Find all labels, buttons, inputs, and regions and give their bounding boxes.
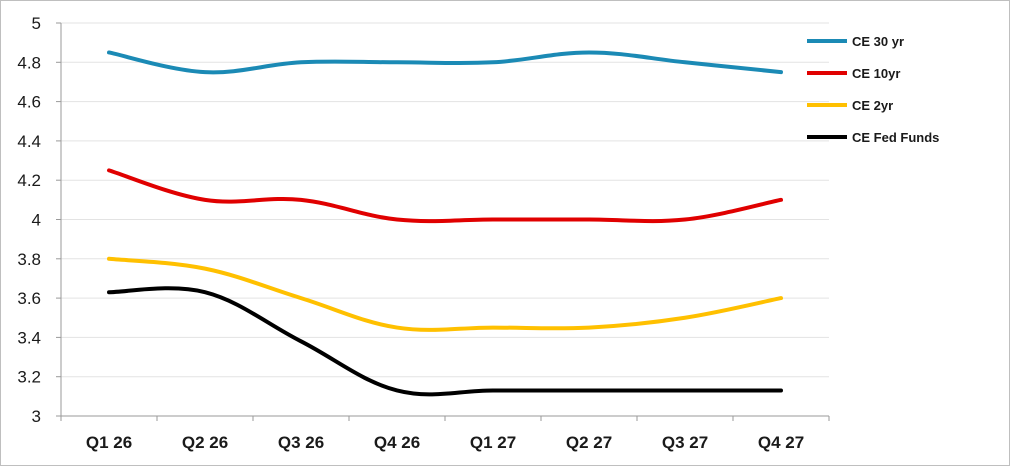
y-tick-label: 5: [32, 14, 41, 33]
legend-label: CE 30 yr: [852, 34, 904, 49]
x-tick-label: Q3 26: [278, 433, 324, 452]
y-tick-label: 3: [32, 407, 41, 426]
legend-label: CE 10yr: [852, 66, 900, 81]
series-lines: [107, 50, 783, 397]
y-tick-label: 3.8: [17, 250, 41, 269]
y-tick-label: 4.8: [17, 53, 41, 72]
y-tick-label: 3.6: [17, 289, 41, 308]
y-tick-label: 4.6: [17, 93, 41, 112]
x-tick-label: Q1 26: [86, 433, 132, 452]
legend-label: CE 2yr: [852, 98, 893, 113]
x-tick-labels: Q1 26 Q2 26 Q3 26 Q4 26 Q1 27 Q2 27 Q3 27 Q4 27: [86, 433, 804, 452]
gridlines: [61, 22, 829, 378]
x-tick-label: Q4 26: [374, 433, 420, 452]
series-line-0: [107, 50, 783, 75]
y-tick-label: 4: [32, 211, 41, 230]
x-tick-label: Q2 26: [182, 433, 228, 452]
axes: [56, 22, 830, 421]
legend: CE 30 yr CE 10yr CE 2yr CE Fed Funds: [807, 34, 939, 145]
x-tick-label: Q3 27: [662, 433, 708, 452]
x-tick-label: Q4 27: [758, 433, 804, 452]
y-tick-label: 4.4: [17, 132, 41, 151]
y-tick-label: 3.2: [17, 368, 41, 387]
x-tick-label: Q2 27: [566, 433, 612, 452]
series-line-3: [107, 286, 783, 397]
y-tick-label: 4.2: [17, 171, 41, 190]
legend-label: CE Fed Funds: [852, 130, 939, 145]
x-tick-label: Q1 27: [470, 433, 516, 452]
series-line-1: [107, 168, 783, 224]
y-tick-label: 3.4: [17, 328, 41, 347]
series-line-2: [107, 256, 783, 332]
y-tick-labels: 3 3.2 3.4 3.6 3.8 4 4.2 4.4 4.6 4.8 5: [17, 14, 41, 426]
